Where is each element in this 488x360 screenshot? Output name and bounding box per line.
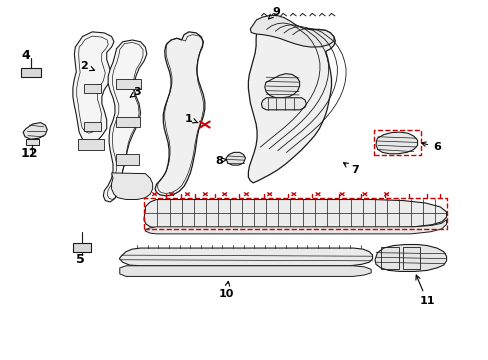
Polygon shape <box>84 122 101 131</box>
Polygon shape <box>374 244 446 271</box>
Text: 12: 12 <box>20 147 38 160</box>
Text: 5: 5 <box>76 253 84 266</box>
Polygon shape <box>103 40 146 202</box>
Polygon shape <box>84 84 101 93</box>
Text: 7: 7 <box>343 163 358 175</box>
Text: 6: 6 <box>421 142 440 152</box>
Polygon shape <box>145 220 446 234</box>
Polygon shape <box>23 123 47 139</box>
Polygon shape <box>21 68 41 77</box>
Text: 9: 9 <box>268 6 279 19</box>
Polygon shape <box>375 132 417 154</box>
Polygon shape <box>248 19 335 183</box>
Polygon shape <box>250 15 333 47</box>
Text: 2: 2 <box>80 61 94 71</box>
Polygon shape <box>155 32 204 196</box>
Polygon shape <box>264 74 299 98</box>
Polygon shape <box>73 243 91 252</box>
Polygon shape <box>225 152 245 165</box>
Polygon shape <box>116 117 139 127</box>
Ellipse shape <box>421 253 429 262</box>
Polygon shape <box>116 154 139 165</box>
Polygon shape <box>116 79 140 89</box>
Ellipse shape <box>406 253 414 262</box>
Text: 3: 3 <box>130 87 141 97</box>
Polygon shape <box>78 139 104 150</box>
Polygon shape <box>119 248 372 266</box>
Polygon shape <box>73 32 114 145</box>
Text: 11: 11 <box>415 275 434 306</box>
Text: 1: 1 <box>184 114 198 124</box>
Polygon shape <box>143 199 446 228</box>
Ellipse shape <box>435 253 444 262</box>
Polygon shape <box>111 173 152 199</box>
Ellipse shape <box>384 253 392 262</box>
Polygon shape <box>261 98 306 110</box>
Text: 10: 10 <box>218 282 233 299</box>
Text: 4: 4 <box>21 49 30 62</box>
Text: 8: 8 <box>215 156 226 166</box>
Polygon shape <box>120 266 370 276</box>
Polygon shape <box>26 139 39 145</box>
